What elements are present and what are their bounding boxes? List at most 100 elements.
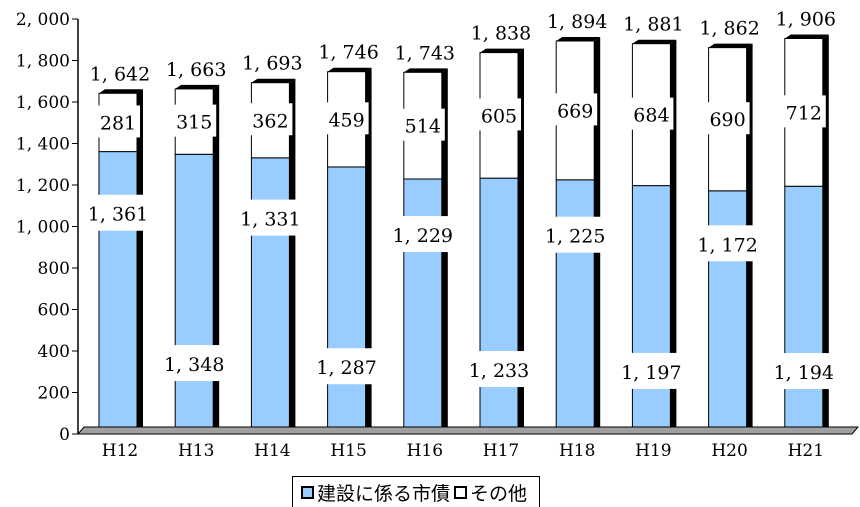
segment-label-construction: 1, 194: [774, 362, 834, 384]
segment-label-construction: 1, 229: [393, 225, 453, 247]
bar-top: [403, 68, 448, 73]
segment-label-other: 669: [557, 100, 593, 122]
segment-label-bg: [96, 105, 140, 138]
x-tick-label: H13: [178, 441, 214, 461]
y-tick-label: 2, 000: [16, 10, 70, 30]
segment-label-bg: [248, 103, 293, 136]
bar-side: [365, 67, 372, 434]
bar-top: [708, 43, 753, 48]
segment-label-other: 459: [328, 109, 364, 131]
y-tick-label: 0: [59, 425, 70, 445]
legend-swatch-construction: [301, 485, 314, 499]
x-tick-label: H15: [330, 441, 366, 461]
bar-side: [518, 48, 524, 435]
bar-segment-construction: [784, 185, 824, 435]
y-tick-label: 600: [38, 301, 70, 321]
bar-segment-construction: [479, 177, 519, 435]
x-tick-label: H14: [254, 441, 290, 461]
bar-segment-construction: [98, 151, 138, 435]
x-tick-label: H17: [483, 441, 519, 461]
bar-top: [556, 36, 601, 41]
segment-label-bg: [618, 352, 685, 389]
segment-label-bg: [161, 345, 228, 382]
y-tick-label: 1, 200: [16, 176, 70, 196]
segment-label-bg: [694, 225, 761, 262]
x-tick-label: H18: [559, 441, 595, 461]
segment-label-bg: [466, 351, 532, 388]
legend-item-construction: 建設に係る市債: [301, 479, 450, 506]
segment-label-construction: 1, 287: [316, 357, 376, 379]
bar-side: [822, 34, 829, 434]
x-tick-label: H16: [407, 441, 443, 461]
total-label: 1, 881: [623, 14, 683, 36]
segment-label-bg: [705, 102, 750, 135]
segment-label-bg: [172, 104, 217, 137]
segment-label-bg: [770, 353, 837, 390]
segment-label-bg: [324, 102, 369, 135]
total-label: 1, 642: [90, 63, 150, 85]
legend-swatch-other: [454, 485, 468, 499]
total-label: 1, 663: [166, 59, 226, 81]
total-label: 1, 906: [776, 9, 836, 31]
legend-label-construction: 建設に係る市債: [317, 482, 451, 505]
segment-label-other: 315: [176, 112, 212, 134]
chart-floor: [76, 426, 860, 435]
bar-top: [327, 67, 372, 72]
bar-top: [175, 84, 220, 89]
y-tick-label: 800: [38, 259, 70, 279]
total-label: 1, 743: [395, 42, 455, 64]
x-tick-label: H20: [711, 441, 747, 461]
total-label: 1, 838: [471, 23, 531, 45]
segment-label-construction: 1, 225: [545, 226, 605, 248]
segment-label-construction: 1, 197: [621, 362, 681, 384]
total-label: 1, 746: [318, 42, 378, 64]
bar-top: [251, 78, 296, 83]
x-tick-label: H19: [635, 441, 671, 461]
segment-label-construction: 1, 361: [88, 204, 148, 226]
legend-label-other: その他: [470, 482, 528, 505]
bar-top: [632, 39, 677, 44]
segment-label-bg: [237, 199, 304, 236]
segment-label-construction: 1, 172: [697, 234, 757, 256]
segment-label-bg: [389, 216, 456, 253]
y-tick-label: 400: [38, 342, 70, 362]
segment-label-construction: 1, 233: [469, 360, 529, 382]
bar-side: [289, 78, 296, 434]
segment-label-bg: [85, 194, 151, 231]
bar-segment-construction: [250, 157, 290, 435]
segment-label-other: 362: [252, 110, 288, 132]
bar-segment-construction: [174, 153, 214, 435]
bar-segment-construction: [327, 166, 367, 435]
segment-label-bg: [400, 108, 445, 141]
y-tick-label: 1, 400: [16, 135, 70, 155]
segment-label-other: 605: [481, 105, 517, 127]
segment-label-other: 690: [709, 109, 745, 131]
segment-label-bg: [477, 98, 521, 131]
segment-label-other: 514: [405, 116, 441, 138]
segment-label-other: 684: [633, 105, 669, 127]
segment-label-bg: [542, 216, 609, 253]
segment-label-other: 712: [786, 102, 822, 124]
chart-legend: 建設に係る市債 その他: [292, 476, 541, 507]
segment-label-bg: [781, 95, 826, 128]
total-label: 1, 693: [242, 53, 302, 75]
y-tick-label: 1, 000: [16, 218, 70, 238]
y-tick-label: 200: [38, 384, 70, 404]
bar-side: [137, 89, 143, 434]
bar-side: [670, 39, 677, 434]
bar-top: [99, 89, 143, 94]
total-label: 1, 862: [699, 18, 759, 40]
segment-label-construction: 1, 348: [164, 354, 224, 376]
y-tick-label: 1, 800: [16, 52, 70, 72]
bar-side: [213, 84, 220, 435]
segment-label-bg: [629, 97, 674, 130]
legend-item-other: その他: [454, 479, 527, 506]
y-tick-label: 1, 600: [16, 93, 70, 113]
segment-label-construction: 1, 331: [240, 209, 300, 231]
x-tick-label: H21: [788, 441, 824, 461]
segment-label-bg: [553, 93, 598, 126]
bar-top: [480, 48, 524, 53]
segment-label-other: 281: [100, 112, 136, 134]
x-tick-label: H12: [102, 441, 138, 461]
